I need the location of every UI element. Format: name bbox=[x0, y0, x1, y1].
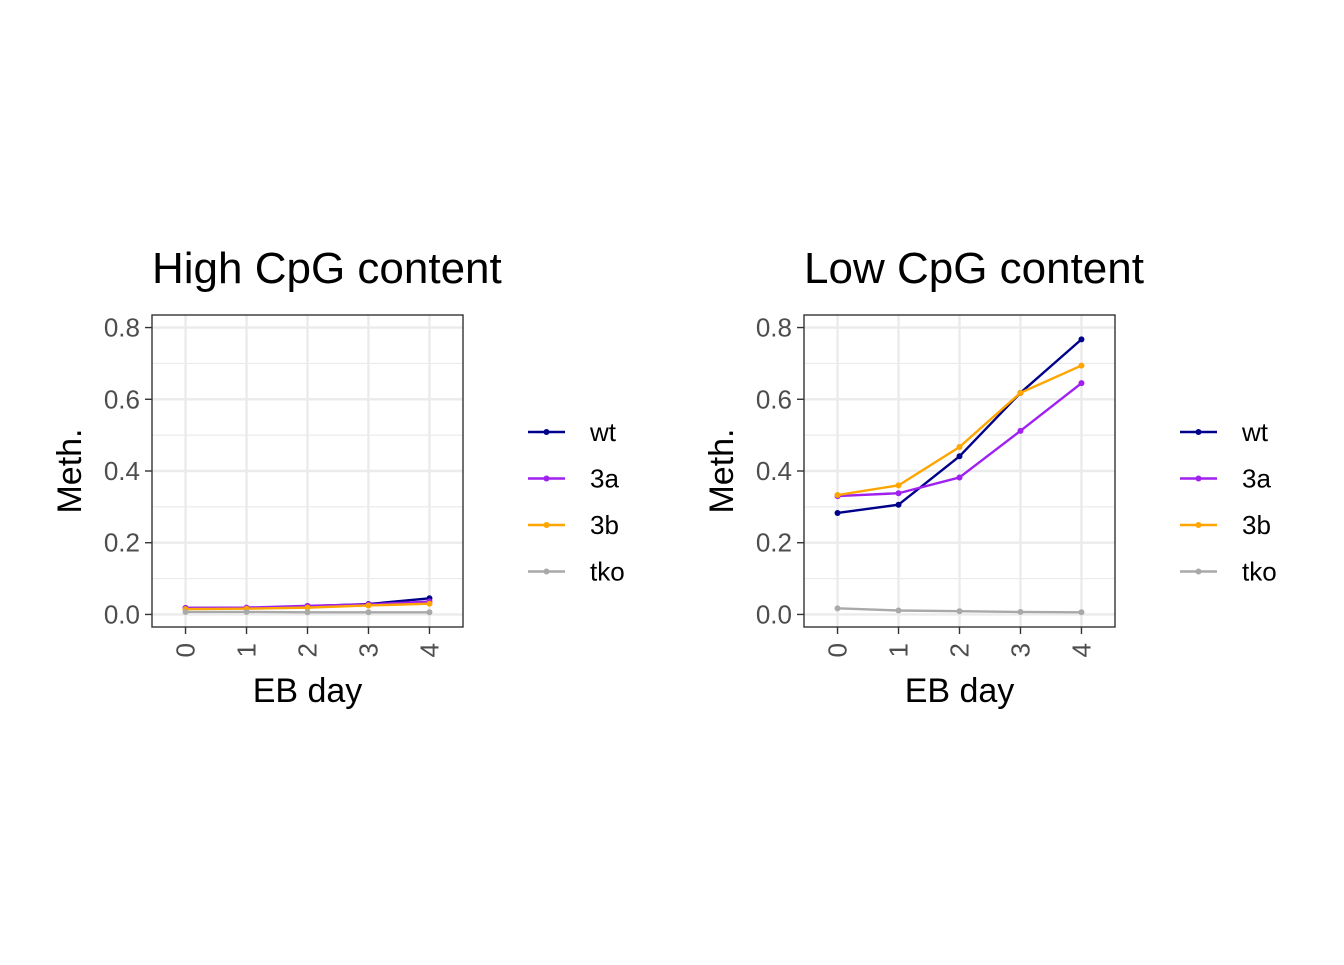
legend-key-point bbox=[1196, 476, 1202, 482]
legend-key-point bbox=[1196, 429, 1202, 435]
legend-item-3a: 3a bbox=[528, 464, 619, 494]
legend-key-point bbox=[544, 569, 550, 575]
legend-label: 3a bbox=[1242, 464, 1271, 494]
y-tick-label: 0.2 bbox=[756, 528, 792, 558]
y-tick-label: 0.0 bbox=[104, 599, 140, 629]
data-point-3b bbox=[1078, 363, 1084, 369]
legend-item-wt: wt bbox=[1180, 417, 1269, 447]
data-point-3b bbox=[957, 444, 963, 450]
y-tick-label: 0.4 bbox=[104, 456, 140, 486]
legend-label: wt bbox=[1241, 417, 1269, 447]
x-tick-label: 0 bbox=[823, 643, 853, 657]
legend-key-point bbox=[1196, 522, 1202, 528]
y-tick-label: 0.2 bbox=[104, 528, 140, 558]
y-tick-label: 0.6 bbox=[756, 384, 792, 414]
data-point-tko bbox=[1078, 609, 1084, 615]
legend-label: tko bbox=[590, 557, 625, 587]
legend-label: tko bbox=[1242, 557, 1277, 587]
legend-key-point bbox=[544, 429, 550, 435]
chart-title: Low CpG content bbox=[804, 244, 1144, 293]
x-tick-label: 0 bbox=[171, 643, 201, 657]
y-tick-label: 0.6 bbox=[104, 384, 140, 414]
y-tick-label: 0.0 bbox=[756, 599, 792, 629]
panel-high-cpg: 0.0 0.2 0.4 0.6 0.8 0 1 2 3 4 High CpG content EB d… bbox=[51, 244, 625, 710]
data-point-tko bbox=[1017, 609, 1023, 615]
data-point-tko bbox=[365, 609, 371, 615]
x-axis-title: EB day bbox=[905, 672, 1015, 710]
legend-label: 3a bbox=[590, 464, 619, 494]
data-point-3b bbox=[835, 492, 841, 498]
data-point-3b bbox=[1017, 390, 1023, 396]
x-tick-label: 1 bbox=[232, 643, 262, 657]
legend-item-3b: 3b bbox=[1180, 510, 1271, 540]
data-point-tko bbox=[244, 609, 250, 615]
data-point-tko bbox=[305, 609, 311, 615]
y-axis-title: Meth. bbox=[703, 428, 741, 513]
legend-item-3a: 3a bbox=[1180, 464, 1271, 494]
legend-label: 3b bbox=[1242, 510, 1271, 540]
x-tick-label: 3 bbox=[353, 643, 383, 657]
legend-label: wt bbox=[589, 417, 617, 447]
data-point-3b bbox=[426, 601, 432, 607]
x-tick-label: 2 bbox=[945, 643, 975, 657]
legend: wt 3a 3b tko bbox=[528, 417, 625, 587]
data-point-wt bbox=[896, 502, 902, 508]
panel-low-cpg: 0.0 0.2 0.4 0.6 0.8 0 1 2 3 4 Low CpG content EB da… bbox=[703, 244, 1277, 710]
data-point-3a bbox=[957, 474, 963, 480]
legend-item-wt: wt bbox=[528, 417, 617, 447]
y-tick-label: 0.8 bbox=[104, 313, 140, 343]
legend-key-point bbox=[544, 476, 550, 482]
data-point-3a bbox=[1017, 428, 1023, 434]
data-point-wt bbox=[1078, 336, 1084, 342]
chart-title: High CpG content bbox=[152, 244, 502, 293]
legend-label: 3b bbox=[590, 510, 619, 540]
data-point-tko bbox=[957, 608, 963, 614]
legend-key-point bbox=[1196, 569, 1202, 575]
x-tick-label: 1 bbox=[884, 643, 914, 657]
data-point-3a bbox=[1078, 380, 1084, 386]
legend-item-tko: tko bbox=[1180, 557, 1277, 587]
legend-item-tko: tko bbox=[528, 557, 625, 587]
y-axis-title: Meth. bbox=[51, 428, 89, 513]
x-axis-title: EB day bbox=[253, 672, 363, 710]
data-point-tko bbox=[426, 609, 432, 615]
x-tick-label: 3 bbox=[1005, 643, 1035, 657]
legend-key-point bbox=[544, 522, 550, 528]
data-point-tko bbox=[835, 605, 841, 611]
y-tick-label: 0.8 bbox=[756, 313, 792, 343]
data-point-3a bbox=[896, 490, 902, 496]
data-point-3b bbox=[365, 602, 371, 608]
legend-item-3b: 3b bbox=[528, 510, 619, 540]
x-tick-label: 4 bbox=[1066, 643, 1096, 657]
y-tick-label: 0.4 bbox=[756, 456, 792, 486]
x-tick-label: 4 bbox=[414, 643, 444, 657]
data-point-wt bbox=[835, 510, 841, 516]
data-point-tko bbox=[896, 608, 902, 614]
data-point-tko bbox=[183, 609, 189, 615]
legend: wt 3a 3b tko bbox=[1180, 417, 1277, 587]
x-tick-label: 2 bbox=[293, 643, 323, 657]
data-point-wt bbox=[957, 453, 963, 459]
data-point-3b bbox=[896, 482, 902, 488]
